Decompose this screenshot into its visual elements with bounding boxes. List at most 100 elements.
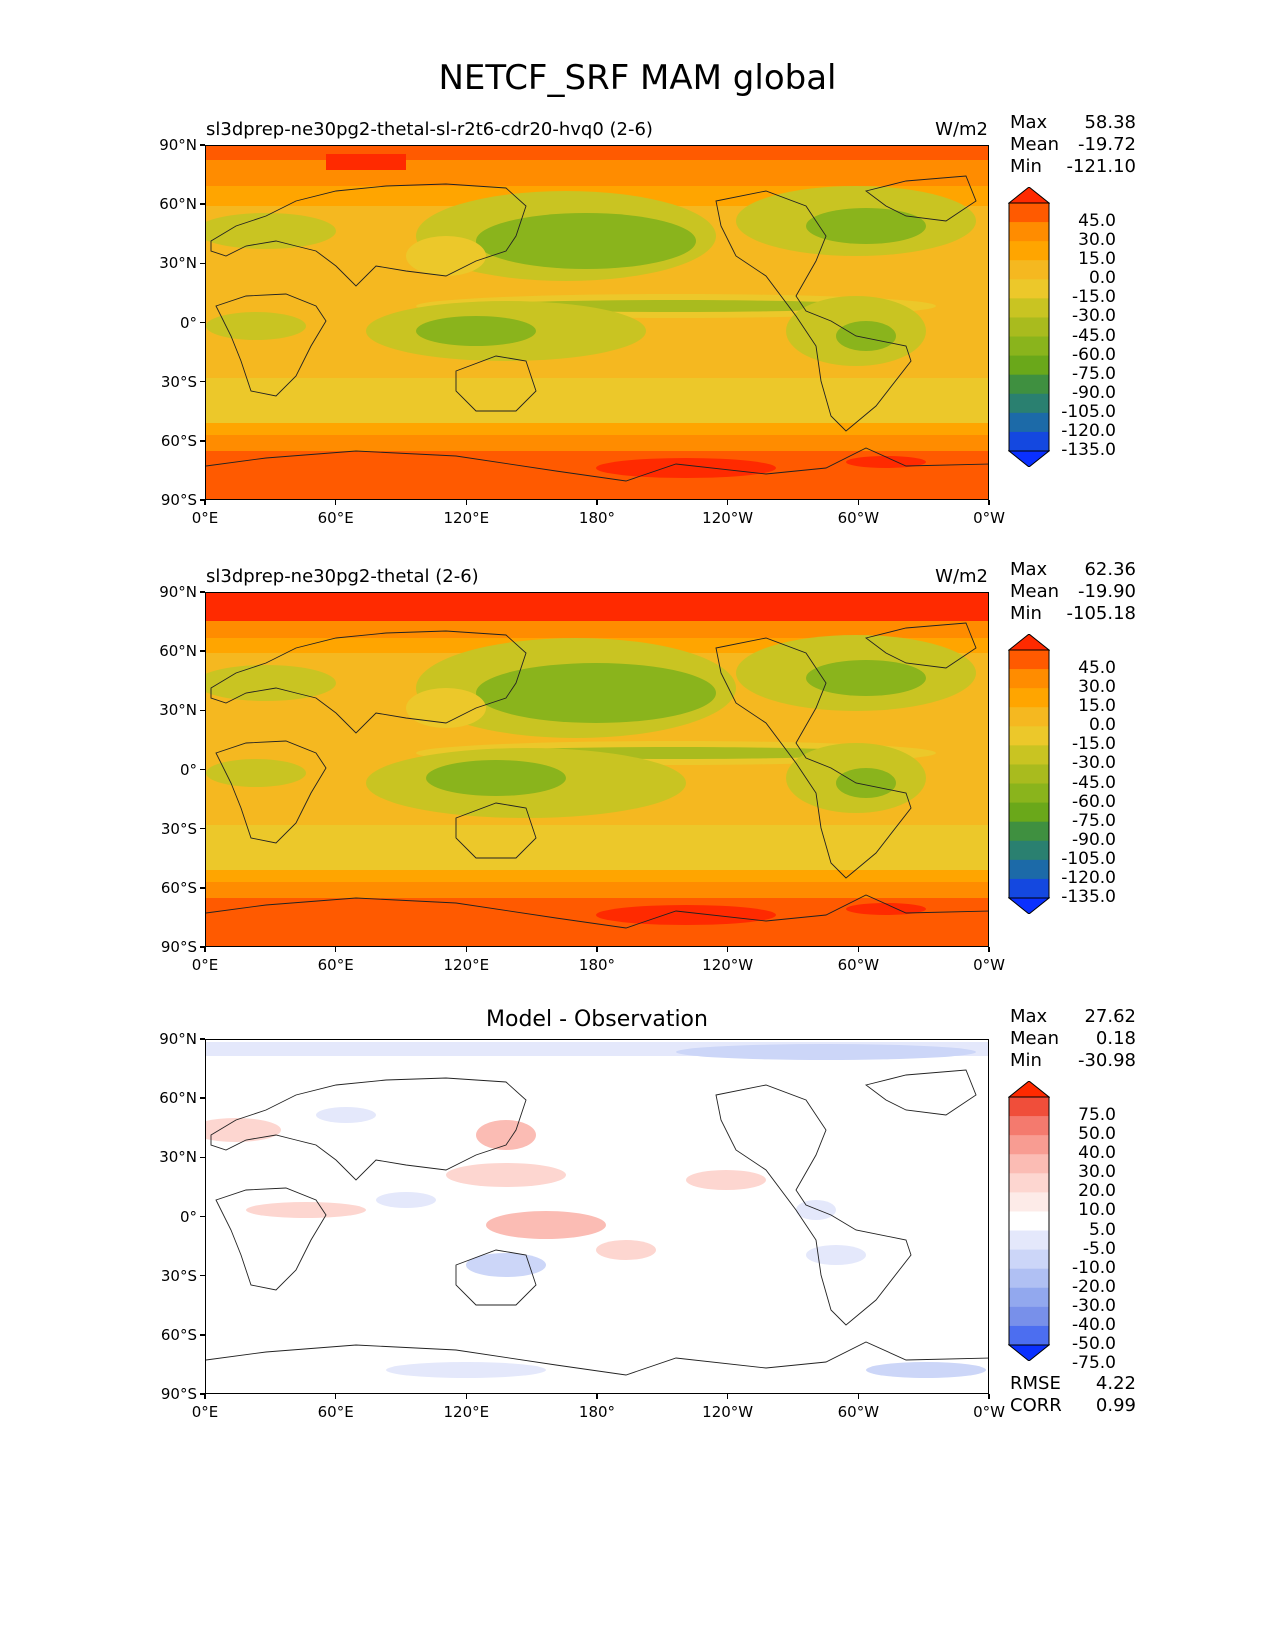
colorbar-tick-label: -120.0 — [1061, 420, 1116, 441]
colorbar-segment — [1009, 1287, 1049, 1308]
colorbar-tick-label: 45.0 — [1078, 658, 1116, 679]
colorbar-tick-label: -30.0 — [1072, 753, 1116, 774]
mean-label: Mean — [1010, 134, 1060, 155]
x-tick-label: 0°E — [191, 509, 219, 527]
colorbar-segment — [1009, 764, 1049, 785]
colorbar-tick-label: 40.0 — [1078, 1143, 1116, 1164]
colorbar-segment — [1009, 374, 1049, 395]
x-tick-label: 120°E — [443, 1403, 490, 1421]
colorbar-outline — [1008, 649, 1050, 899]
colorbar-segment — [1009, 317, 1049, 338]
min-label: Min — [1010, 156, 1042, 177]
x-tick-label: 180° — [578, 509, 616, 527]
x-tick-mark — [726, 947, 729, 952]
max-value: 58.38 — [1084, 112, 1136, 133]
x-tick-label: 0°E — [191, 1403, 219, 1421]
colorbar-extend-bottom — [1007, 897, 1051, 915]
panel-2-stats: Max 62.36 Mean -19.90 Min -105.18 — [1010, 559, 1136, 625]
y-tick-label: 30°S — [160, 1266, 197, 1285]
colorbar-segment — [1009, 222, 1049, 242]
y-tick-label: 60°N — [159, 642, 197, 661]
rmse-label: RMSE — [1010, 1373, 1061, 1394]
colorbar-tick-label: -90.0 — [1072, 382, 1116, 403]
x-tick-mark — [726, 1394, 729, 1399]
panel-2-colorbar — [1007, 633, 1051, 918]
y-tick-label: 90°S — [160, 938, 197, 956]
panel-2-units: W/m2 — [935, 566, 988, 587]
colorbar-tick-label: -135.0 — [1061, 440, 1116, 460]
colorbar-segment — [1009, 745, 1049, 765]
colorbar-tick-label: -60.0 — [1072, 791, 1116, 812]
x-tick-label: 120°W — [702, 956, 754, 974]
colorbar-tick-label: 15.0 — [1078, 249, 1116, 270]
colorbar-segment — [1009, 1154, 1049, 1174]
y-tick-mark — [200, 1215, 205, 1218]
colorbar-segment — [1009, 707, 1049, 727]
colorbar-segment — [1009, 669, 1049, 689]
colorbar-tick-label: 45.0 — [1078, 211, 1116, 232]
x-tick-mark — [857, 500, 860, 505]
x-tick-label: 0°W — [973, 509, 1005, 527]
colorbar-segment — [1009, 1135, 1049, 1155]
y-tick-label: 90°N — [159, 583, 197, 601]
colorbar-tick-label: -45.0 — [1072, 325, 1116, 346]
colorbar-tick-label: -105.0 — [1061, 848, 1116, 869]
y-tick-mark — [200, 1097, 205, 1099]
colorbar-tick-label: 5.0 — [1088, 1219, 1116, 1240]
colorbar-tick-label: 15.0 — [1078, 696, 1116, 717]
y-tick-label: 60°S — [160, 431, 197, 450]
y-tick-mark — [200, 262, 205, 265]
x-tick-label: 180° — [578, 1403, 616, 1421]
colorbar-segment — [1009, 802, 1049, 823]
colorbar-segment — [1009, 431, 1049, 452]
figure-title: NETCF_SRF MAM global — [438, 58, 837, 98]
panel-2-title: sl3dprep-ne30pg2-thetal (2-6) — [206, 566, 479, 587]
y-tick-label: 30°S — [160, 819, 197, 838]
y-tick-label: 90°S — [160, 1385, 197, 1403]
colorbar-tick-label: 30.0 — [1078, 677, 1116, 698]
x-tick-label: 60°E — [317, 1403, 354, 1421]
colorbar-tick-label: -30.0 — [1072, 1295, 1116, 1316]
x-tick-mark — [334, 500, 337, 505]
x-tick-label: 120°W — [702, 509, 754, 527]
colorbar-segment — [1009, 393, 1049, 414]
x-tick-mark — [465, 947, 468, 952]
x-tick-label: 180° — [578, 956, 616, 974]
y-tick-mark — [200, 1274, 205, 1277]
colorbar-extend-top — [1007, 1080, 1051, 1098]
colorbar-tick-label: 75.0 — [1078, 1105, 1116, 1126]
colorbar-segment — [1009, 840, 1049, 861]
colorbar-tick-label: 0.0 — [1088, 268, 1116, 289]
colorbar-extend-top — [1007, 186, 1051, 204]
y-tick-mark — [200, 768, 205, 771]
x-tick-label: 120°E — [443, 509, 490, 527]
mean-value: -19.72 — [1077, 134, 1136, 155]
y-tick-mark — [200, 827, 205, 830]
x-tick-label: 60°W — [837, 509, 880, 527]
y-tick-mark — [200, 887, 205, 889]
y-tick-label: 30°N — [159, 254, 197, 273]
y-tick-mark — [200, 499, 205, 501]
rmse-value: 4.22 — [1095, 1373, 1136, 1394]
x-tick-mark — [465, 1394, 468, 1399]
max-label: Max — [1010, 112, 1048, 133]
colorbar-segment — [1009, 1116, 1049, 1136]
x-tick-mark — [857, 947, 860, 952]
colorbar-tick-label: -15.0 — [1072, 287, 1116, 308]
panel-1-map — [205, 145, 989, 500]
x-tick-mark — [596, 1394, 598, 1399]
x-tick-mark — [596, 500, 598, 505]
x-tick-mark — [334, 1394, 337, 1399]
max-label: Max — [1010, 559, 1048, 580]
y-tick-mark — [200, 440, 205, 442]
y-tick-label: 30°N — [159, 1148, 197, 1167]
colorbar-segment — [1009, 1211, 1049, 1232]
colorbar-tick-label: -45.0 — [1072, 772, 1116, 793]
panel-3-map — [205, 1039, 989, 1394]
y-tick-label: 90°S — [160, 491, 197, 509]
colorbar-tick-label: -75.0 — [1072, 1353, 1116, 1374]
y-tick-label: 90°N — [159, 1030, 197, 1048]
colorbar-segment — [1009, 821, 1049, 842]
x-tick-label: 0°W — [973, 1403, 1005, 1421]
colorbar-tick-label: -10.0 — [1072, 1257, 1116, 1278]
